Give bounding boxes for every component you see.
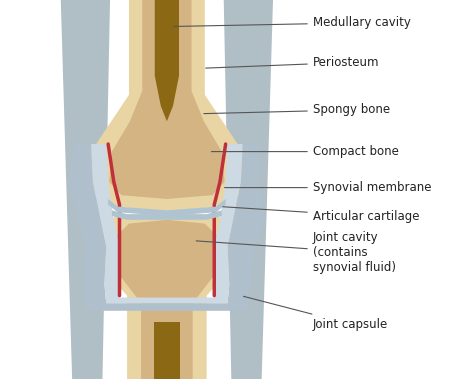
Polygon shape (91, 144, 243, 303)
Polygon shape (108, 199, 226, 216)
Polygon shape (47, 0, 427, 379)
Text: Periosteum: Periosteum (206, 56, 379, 69)
Text: Joint capsule: Joint capsule (244, 296, 388, 330)
Polygon shape (112, 210, 222, 220)
Polygon shape (109, 0, 225, 199)
Text: Joint cavity
(contains
synovial fluid): Joint cavity (contains synovial fluid) (196, 230, 396, 274)
Polygon shape (154, 322, 180, 379)
Polygon shape (93, 212, 241, 379)
Polygon shape (224, 0, 273, 379)
Polygon shape (61, 0, 110, 379)
Text: Medullary cavity: Medullary cavity (173, 16, 410, 29)
Polygon shape (112, 220, 222, 379)
Text: Articular cartilage: Articular cartilage (223, 207, 419, 222)
Polygon shape (68, 144, 265, 311)
Polygon shape (83, 0, 250, 212)
Text: Spongy bone: Spongy bone (204, 103, 390, 116)
Text: Synovial membrane: Synovial membrane (225, 181, 431, 194)
Polygon shape (155, 0, 179, 121)
Text: Compact bone: Compact bone (211, 145, 399, 158)
